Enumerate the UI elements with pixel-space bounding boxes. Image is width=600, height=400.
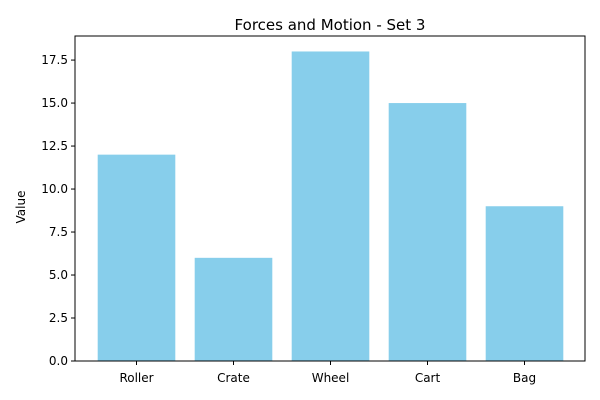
- y-tick-label: 15.0: [41, 96, 68, 110]
- bar-series: [97, 51, 564, 362]
- bar-cart: [388, 103, 467, 362]
- bar-wheel: [291, 51, 370, 361]
- x-tick-label: Crate: [217, 371, 250, 385]
- x-tick-label: Roller: [119, 371, 153, 385]
- bar-bag: [485, 206, 564, 361]
- y-tick-label: 17.5: [41, 53, 68, 67]
- bar-crate: [194, 257, 273, 361]
- bar-roller: [97, 154, 176, 361]
- y-tick-label: 7.5: [49, 225, 68, 239]
- x-tick-label: Cart: [415, 371, 441, 385]
- x-tick-label: Bag: [513, 371, 536, 385]
- y-axis-label: Value: [14, 191, 28, 224]
- x-axis: Roller Crate Wheel Cart Bag: [119, 361, 536, 385]
- y-axis: 0.0 2.5 5.0 7.5 10.0 12.5 15.0 17.5: [41, 53, 75, 368]
- x-tick-label: Wheel: [312, 371, 350, 385]
- plot-frame: [74, 35, 586, 362]
- y-tick-label: 5.0: [49, 268, 68, 282]
- y-tick-label: 12.5: [41, 139, 68, 153]
- y-tick-label: 2.5: [49, 311, 68, 325]
- chart-title: Forces and Motion - Set 3: [235, 16, 426, 34]
- y-tick-label: 0.0: [49, 354, 68, 368]
- y-tick-label: 10.0: [41, 182, 68, 196]
